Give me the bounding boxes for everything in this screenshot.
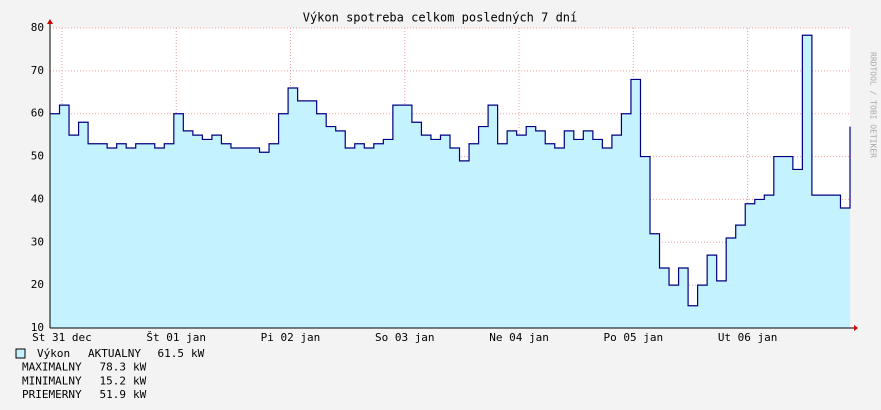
y-tick-label: 80 xyxy=(31,21,44,34)
x-tick-label: Pi 02 jan xyxy=(261,331,321,344)
legend-label: Výkon xyxy=(37,347,70,360)
stat-name: PRIEMERNY xyxy=(22,388,82,401)
y-tick-label: 60 xyxy=(31,107,44,120)
stat-name: MINIMALNY xyxy=(22,374,82,387)
marks xyxy=(50,34,851,329)
y-tick-label: 70 xyxy=(31,64,44,77)
x-tick-label: Ut 06 jan xyxy=(718,331,778,344)
x-arrow xyxy=(854,325,858,331)
stat-value: 15.2 xyxy=(100,374,127,387)
y-tick-label: 20 xyxy=(31,278,44,291)
line xyxy=(50,34,851,307)
stat-name: AKTUALNY xyxy=(88,347,141,360)
stat-value: 61.5 xyxy=(158,347,185,360)
legend: Výkon AKTUALNY 61.5 kW MAXIMALNY 78.3 kW MINIMA… xyxy=(15,347,205,401)
area xyxy=(50,35,850,329)
legend-swatch xyxy=(15,348,26,359)
x-tick-label: Št 01 jan xyxy=(146,331,206,344)
y-tick-label: 10 xyxy=(31,321,44,334)
stat-value: 51.9 xyxy=(100,388,127,401)
watermark: RRDTOOL / TOBI OETIKER xyxy=(869,52,878,158)
x-tick-label: Ne 04 jan xyxy=(489,331,549,344)
stat-unit: kW xyxy=(133,374,147,387)
stat-value: 78.3 xyxy=(100,361,127,374)
y-tick-label: 30 xyxy=(31,235,44,248)
x-tick-label: St 31 dec xyxy=(32,331,92,344)
stat-name: MAXIMALNY xyxy=(22,361,82,374)
stat-unit: kW xyxy=(191,347,205,360)
stat-unit: kW xyxy=(133,361,147,374)
y-arrow xyxy=(47,19,53,24)
x-tick-label: So 03 jan xyxy=(375,331,435,344)
chart-title: Výkon spotreba celkom posledných 7 dní xyxy=(303,11,578,25)
y-tick-label: 40 xyxy=(31,192,44,205)
x-tick-label: Po 05 jan xyxy=(604,331,664,344)
stat-unit: kW xyxy=(133,388,147,401)
y-tick-label: 50 xyxy=(31,150,44,163)
